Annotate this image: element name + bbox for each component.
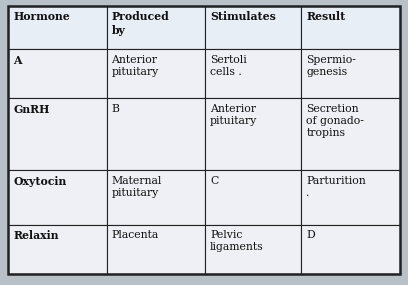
Text: Oxytocin: Oxytocin xyxy=(13,176,67,186)
Bar xyxy=(302,225,400,274)
Text: Anterior
pituitary: Anterior pituitary xyxy=(210,104,257,126)
Text: Spermio-
genesis: Spermio- genesis xyxy=(306,55,356,77)
Bar xyxy=(205,170,302,225)
Bar xyxy=(302,6,400,49)
Text: Secretion
of gonado-
tropins: Secretion of gonado- tropins xyxy=(306,104,364,138)
Bar xyxy=(8,225,106,274)
Bar xyxy=(205,6,302,49)
Text: A: A xyxy=(13,55,22,66)
Text: Pelvic
ligaments: Pelvic ligaments xyxy=(210,230,264,252)
Bar xyxy=(302,170,400,225)
Text: C: C xyxy=(210,176,218,186)
Bar xyxy=(106,49,205,98)
Bar xyxy=(106,225,205,274)
Bar xyxy=(302,98,400,170)
Bar xyxy=(302,49,400,98)
Text: Anterior
pituitary: Anterior pituitary xyxy=(111,55,159,77)
Text: D: D xyxy=(306,230,315,240)
Bar xyxy=(8,49,106,98)
Text: Relaxin: Relaxin xyxy=(13,230,59,241)
Text: Sertoli
cells .: Sertoli cells . xyxy=(210,55,247,77)
Bar xyxy=(8,6,106,49)
Text: Parturition
.: Parturition . xyxy=(306,176,366,198)
Text: Produced
by: Produced by xyxy=(111,11,169,36)
Text: B: B xyxy=(111,104,120,114)
Bar xyxy=(8,98,106,170)
Bar xyxy=(106,98,205,170)
Text: Hormone: Hormone xyxy=(13,11,70,23)
Text: Maternal
pituitary: Maternal pituitary xyxy=(111,176,162,198)
Bar xyxy=(205,98,302,170)
Text: Placenta: Placenta xyxy=(111,230,159,240)
Bar xyxy=(106,170,205,225)
Text: GnRH: GnRH xyxy=(13,104,49,115)
Bar xyxy=(205,49,302,98)
Text: Result: Result xyxy=(306,11,346,23)
Bar xyxy=(106,6,205,49)
Text: Stimulates: Stimulates xyxy=(210,11,276,23)
Bar xyxy=(8,170,106,225)
Bar xyxy=(205,225,302,274)
